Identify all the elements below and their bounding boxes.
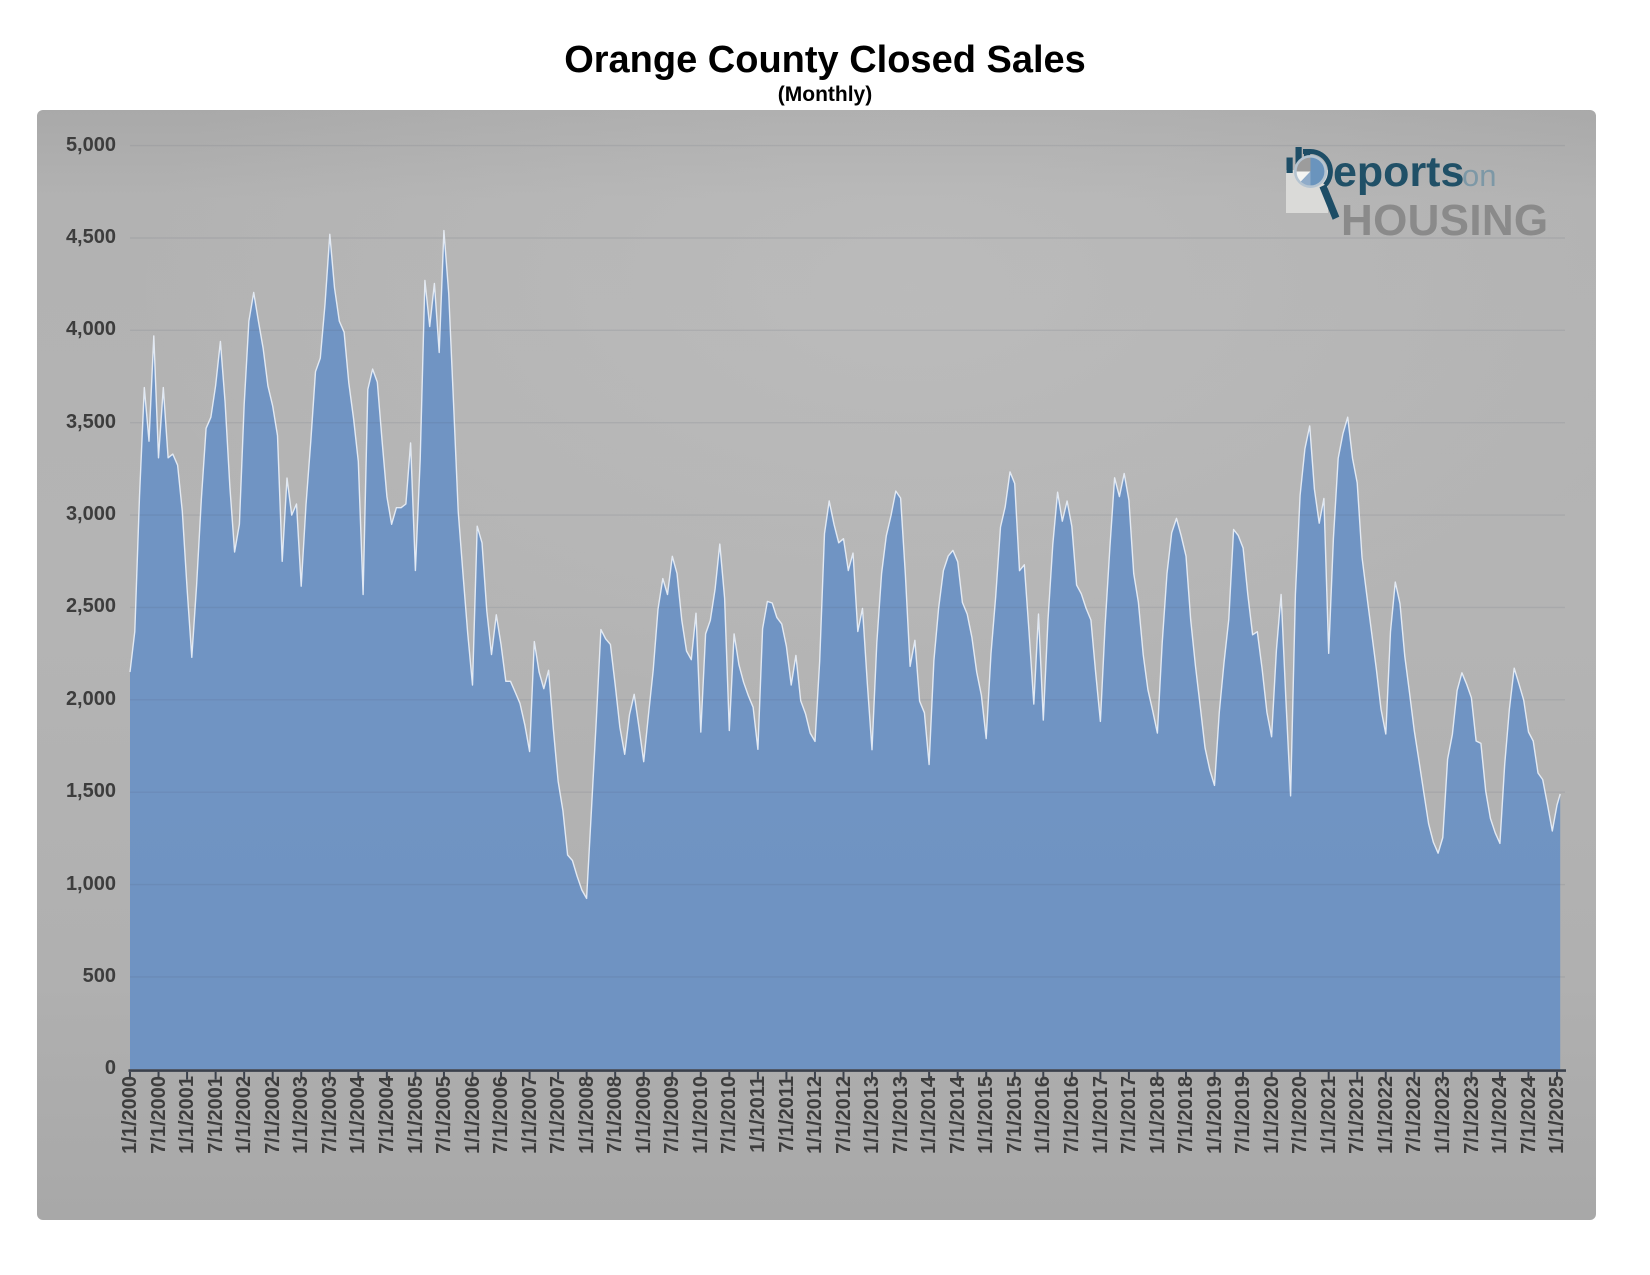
svg-text:on: on	[1462, 158, 1496, 193]
svg-text:HOUSING: HOUSING	[1341, 196, 1548, 244]
svg-text:eports: eports	[1333, 148, 1464, 196]
